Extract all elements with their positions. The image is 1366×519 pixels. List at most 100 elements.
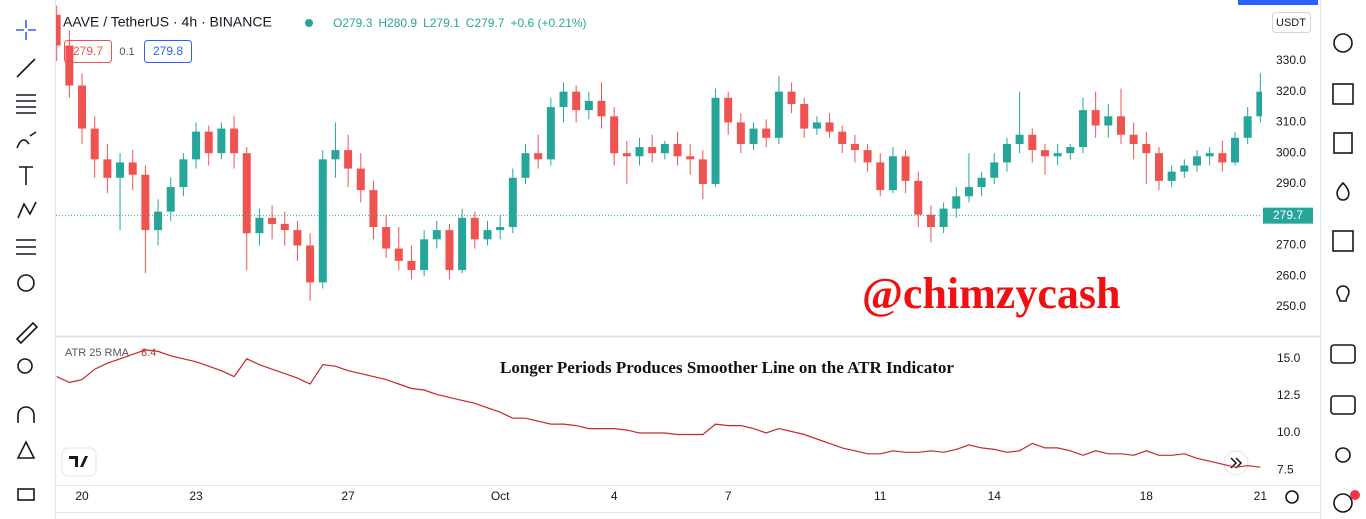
candle-body xyxy=(825,122,834,132)
y-tick-label: 330.0 xyxy=(1276,53,1306,67)
x-tick-label: 14 xyxy=(988,489,1002,503)
settings-icon[interactable] xyxy=(1285,490,1299,504)
candle-body xyxy=(1180,165,1189,172)
ohlc-value: C279.7 xyxy=(466,16,505,30)
fib-tool[interactable] xyxy=(16,94,36,114)
candle-body xyxy=(546,107,555,160)
axes: 250.0260.0270.0280.0290.0300.0310.0320.0… xyxy=(75,53,1313,503)
candle-body xyxy=(445,230,454,271)
price-pane xyxy=(56,5,1262,301)
candle-body xyxy=(1129,134,1138,144)
last-price-tag xyxy=(1263,207,1313,224)
lock-tool[interactable] xyxy=(17,488,35,501)
brush-tool[interactable] xyxy=(16,131,37,149)
candle-body xyxy=(1002,143,1011,163)
pattern-tool[interactable] xyxy=(17,201,37,219)
last-price-label: 279.7 xyxy=(1273,208,1303,222)
candle-body xyxy=(926,214,935,228)
candle-body xyxy=(736,122,745,144)
candle-body xyxy=(128,162,137,175)
alarm-icon[interactable] xyxy=(1333,33,1353,53)
candle-body xyxy=(850,143,859,151)
streams-icon[interactable] xyxy=(1335,447,1351,463)
candle-body xyxy=(648,147,657,154)
hotlist-icon[interactable] xyxy=(1336,181,1350,201)
trend-line-tool[interactable] xyxy=(16,58,36,78)
x-tick-label: 20 xyxy=(75,489,89,503)
candle-body xyxy=(306,245,315,283)
candle-body xyxy=(344,150,353,169)
candle-body xyxy=(166,187,175,212)
indicator-title: ATR 25 RMA xyxy=(65,347,130,359)
spread: 0.1 xyxy=(119,46,134,58)
notifications-icon[interactable] xyxy=(1333,493,1353,513)
buy-box[interactable] xyxy=(144,40,192,63)
candle-body xyxy=(179,159,188,188)
indicator-line xyxy=(56,349,1261,468)
change: +0.6 (+0.21%) xyxy=(510,16,586,30)
y-tick-label: 300.0 xyxy=(1276,145,1306,159)
candle-body xyxy=(1231,137,1240,163)
x-tick-label: 23 xyxy=(189,489,203,503)
candle-body xyxy=(610,116,619,154)
y-tick-label: 15.0 xyxy=(1277,351,1301,365)
sell-box[interactable] xyxy=(64,40,112,63)
candle-body xyxy=(534,153,543,160)
candle-body xyxy=(698,159,707,184)
candle-body xyxy=(470,217,479,240)
candle-body xyxy=(508,177,517,228)
magnet-tool[interactable] xyxy=(17,406,35,423)
notes-icon[interactable] xyxy=(1333,132,1353,154)
y-tick-label: 12.5 xyxy=(1277,388,1301,402)
candle-body xyxy=(217,128,226,154)
text-tool[interactable] xyxy=(19,166,33,185)
crosshair-tool[interactable] xyxy=(16,20,36,40)
emoji-tool[interactable] xyxy=(17,274,35,292)
candle-body xyxy=(673,143,682,157)
ohlc-value: O279.3 xyxy=(333,16,373,30)
messages-icon[interactable] xyxy=(1330,395,1356,415)
candle-body xyxy=(141,174,150,231)
calendar-icon[interactable] xyxy=(1332,230,1354,252)
currency-box[interactable] xyxy=(1272,12,1311,33)
candle-body xyxy=(559,91,568,108)
candle-body xyxy=(939,208,948,228)
ideas-icon[interactable] xyxy=(1336,285,1350,302)
candle-body xyxy=(901,156,910,181)
lock-drawing-tool[interactable] xyxy=(16,440,36,459)
candle-body xyxy=(1218,153,1227,163)
prediction-tool[interactable] xyxy=(16,239,36,255)
candle-body xyxy=(1154,153,1163,181)
candle-body xyxy=(432,230,441,240)
currency: USDT xyxy=(1276,17,1306,29)
candle-body xyxy=(280,223,289,231)
candle-body xyxy=(204,131,213,154)
indicator-pane xyxy=(56,349,1261,468)
chat-icon[interactable] xyxy=(1330,344,1356,364)
candle-body xyxy=(876,162,885,191)
candle-body xyxy=(458,217,467,271)
market-status xyxy=(305,19,313,27)
zoom-tool[interactable] xyxy=(17,358,33,374)
news-icon[interactable] xyxy=(1332,83,1354,105)
candle-body xyxy=(724,97,733,123)
candle-body xyxy=(1243,116,1252,138)
candle-body xyxy=(838,131,847,144)
logo[interactable] xyxy=(61,447,97,477)
candle-body xyxy=(331,150,340,160)
x-tick-label: 27 xyxy=(341,489,355,503)
top-button[interactable] xyxy=(1238,0,1318,5)
candle-body xyxy=(914,180,923,215)
ruler-tool[interactable] xyxy=(15,321,39,345)
candle-body xyxy=(863,150,872,163)
candle-body xyxy=(420,239,429,271)
candle-body xyxy=(1193,156,1201,166)
candle-body xyxy=(964,187,973,197)
candle-body xyxy=(812,122,821,129)
candle-body xyxy=(78,85,87,129)
candle-body xyxy=(1078,110,1087,148)
candle-body xyxy=(394,248,403,261)
